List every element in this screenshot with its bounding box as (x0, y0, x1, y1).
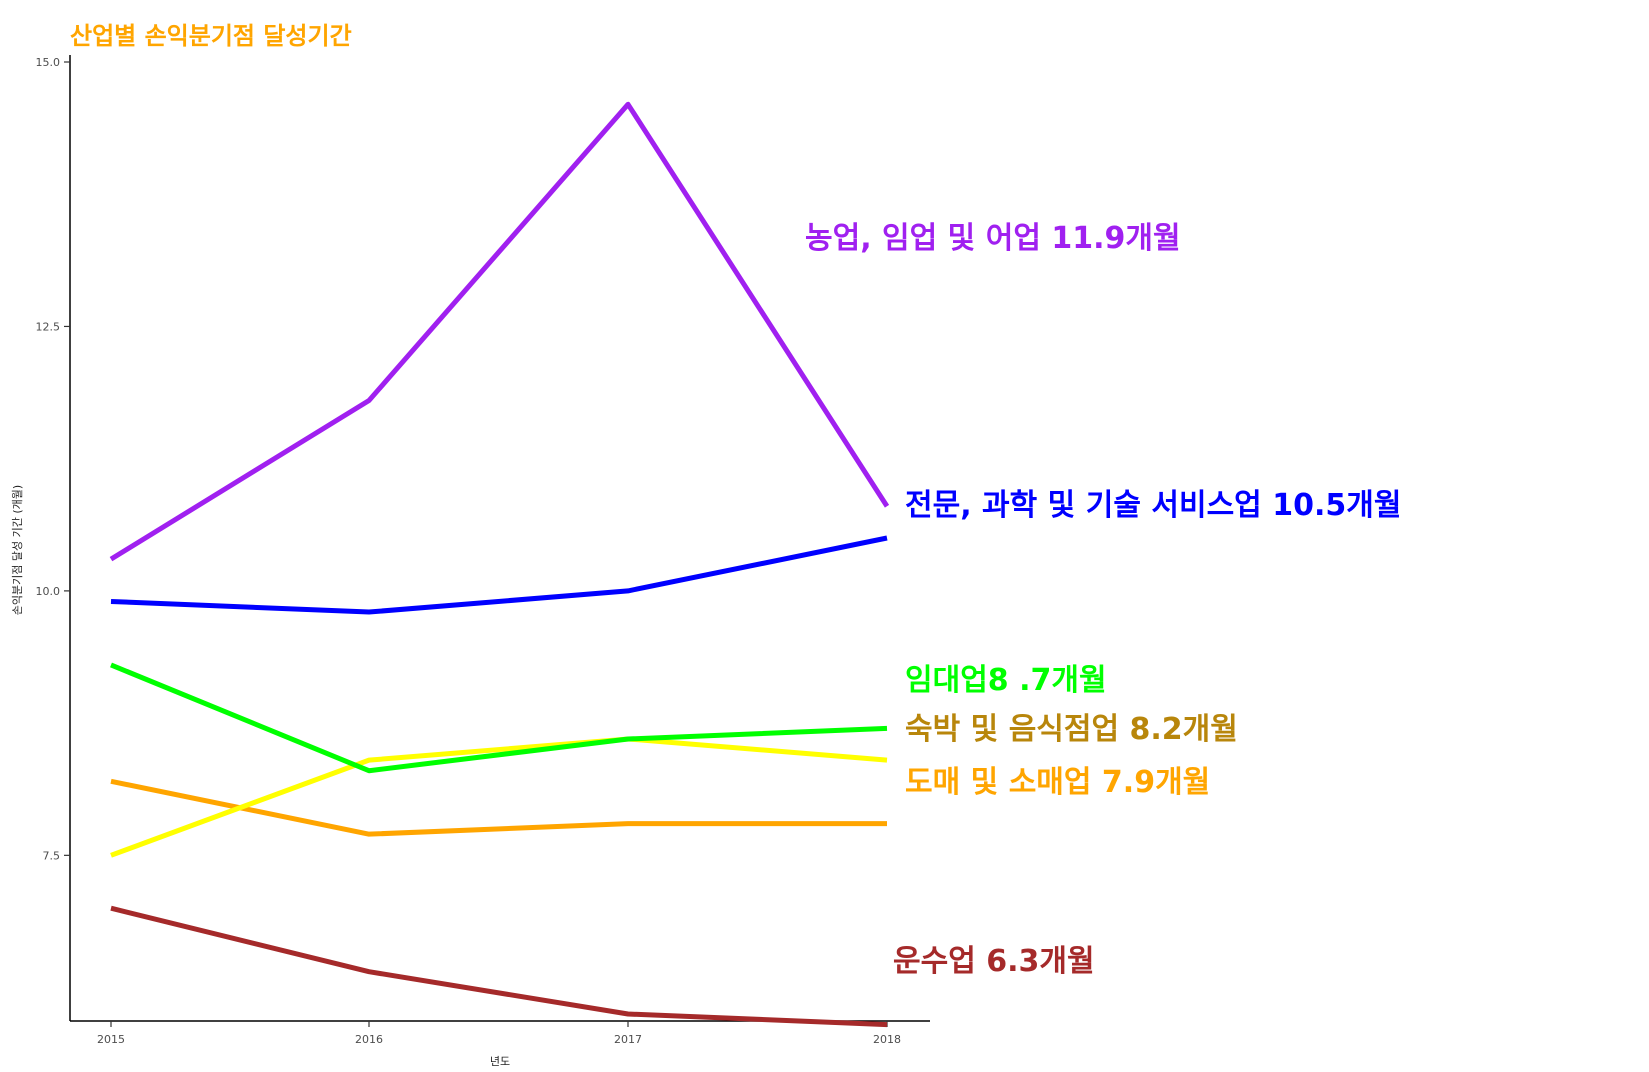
series-line (110, 535, 888, 615)
series-line (110, 662, 888, 774)
x-tick-label: 2018 (873, 1033, 901, 1046)
y-tick-label: 15.0 (36, 56, 61, 69)
series-label: 숙박 및 음식점업 8.2개월 (905, 712, 1238, 747)
chart-title: 산업별 손익분기점 달성기간 (70, 22, 352, 50)
y-axis-title: 손익분기점 달성 기간 (개월) (11, 485, 24, 615)
axes (69, 55, 930, 1022)
x-tick-label: 2017 (614, 1033, 642, 1046)
series-line (110, 905, 888, 1028)
series-label: 도매 및 소매업 7.9개월 (905, 765, 1210, 800)
x-tick-label: 2016 (355, 1033, 383, 1046)
y-tick-label: 10.0 (36, 585, 61, 598)
y-tick-label: 7.5 (43, 849, 61, 862)
x-tick-label: 2015 (97, 1033, 125, 1046)
x-axis-title: 년도 (490, 1055, 510, 1068)
y-ticks: 7.5 10.0 12.5 15.0 (36, 56, 70, 862)
series-label: 전문, 과학 및 기술 서비스업 10.5개월 (905, 488, 1401, 523)
series-line (110, 736, 888, 858)
y-tick-label: 12.5 (36, 320, 61, 333)
series-lines (109, 101, 890, 1028)
series-label: 운수업 6.3개월 (893, 944, 1095, 979)
series-label: 임대업8 .7개월 (905, 663, 1107, 698)
series-line (110, 778, 887, 837)
series-label: 농업, 임업 및 어업 11.9개월 (805, 221, 1181, 256)
series-line (109, 101, 890, 562)
x-ticks: 2015 2016 2017 2018 (97, 1021, 901, 1046)
